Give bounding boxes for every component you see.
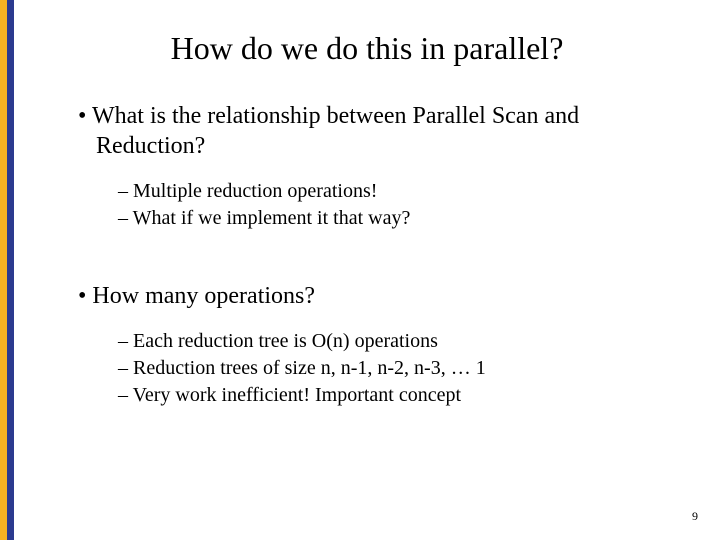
spacer (54, 169, 680, 179)
spacer (54, 319, 680, 329)
bullet-sub-item: Reduction trees of size n, n-1, n-2, n-3… (118, 356, 680, 381)
slide-title: How do we do this in parallel? (54, 30, 680, 67)
slide-content: How do we do this in parallel? What is t… (14, 0, 720, 540)
bullet-sub-item: Very work inefficient! Important concept (118, 383, 680, 408)
bullet-text: What if we implement it that way? (133, 207, 411, 229)
bullet-sub-item: What if we implement it that way? (118, 206, 680, 231)
accent-bar (0, 0, 14, 540)
bullet-item: What is the relationship between Paralle… (78, 101, 680, 161)
accent-left-stripe (0, 0, 7, 540)
bullet-sub-item: Each reduction tree is O(n) operations (118, 329, 680, 354)
bullet-text: Reduction trees of size n, n-1, n-2, n-3… (133, 357, 486, 379)
bullet-text: Very work inefficient! Important concept (133, 384, 461, 406)
bullet-text: How many operations? (92, 283, 315, 309)
accent-right-stripe (7, 0, 14, 540)
bullet-text: Multiple reduction operations! (133, 180, 377, 202)
bullet-item: How many operations? (78, 281, 680, 311)
spacer (54, 233, 680, 281)
bullet-sub-item: Multiple reduction operations! (118, 179, 680, 204)
page-number: 9 (692, 509, 698, 524)
bullet-text: What is the relationship between Paralle… (92, 103, 579, 159)
bullet-text: Each reduction tree is O(n) operations (133, 330, 438, 352)
